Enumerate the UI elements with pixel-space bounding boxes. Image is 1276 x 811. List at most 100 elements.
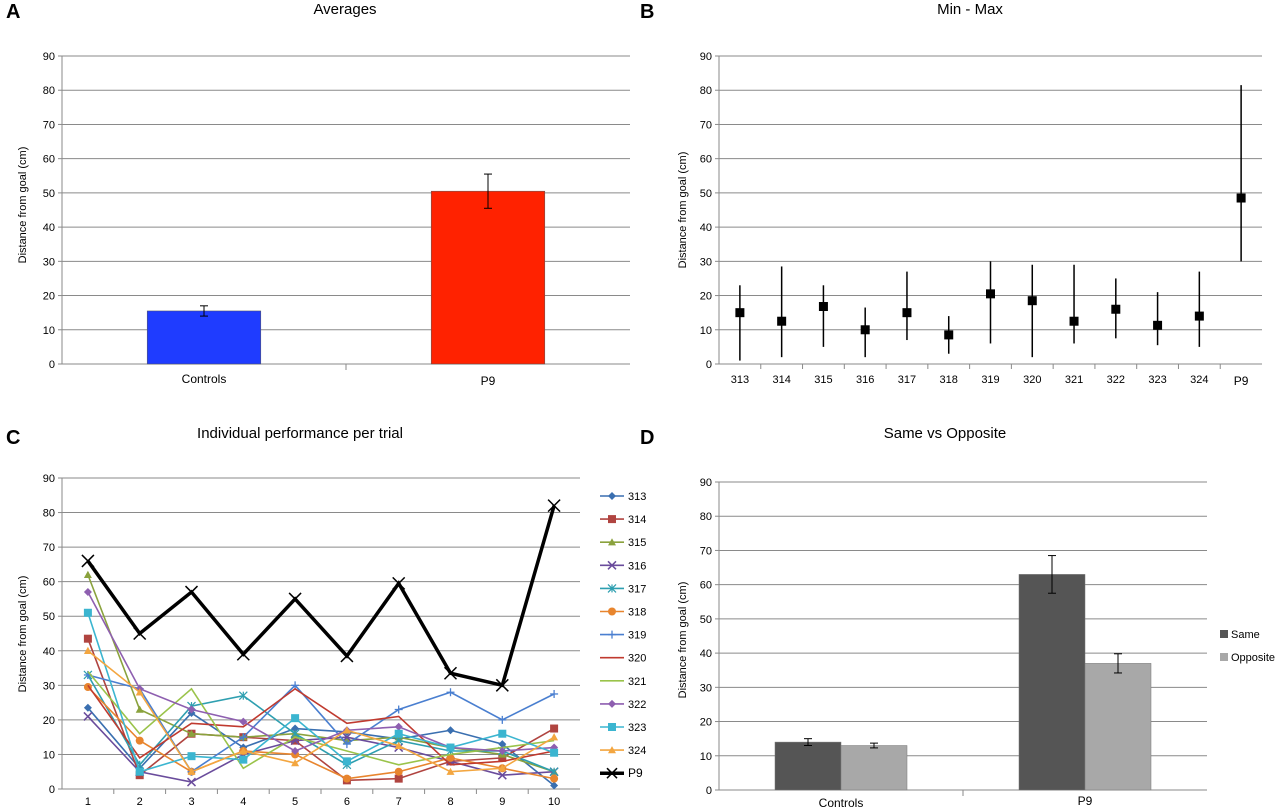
legend-label: 314 xyxy=(628,514,646,526)
marker-triangle xyxy=(498,764,507,772)
marker-triangle xyxy=(608,746,616,754)
line-315 xyxy=(87,574,555,773)
y-tick-label: 30 xyxy=(700,682,712,694)
y-tick-label: 0 xyxy=(49,359,55,371)
marker-triangle xyxy=(239,746,248,755)
x-tick-label: 9 xyxy=(499,796,505,808)
y-tick-label: 0 xyxy=(49,784,55,796)
marker-triangle xyxy=(135,688,144,696)
y-tick-label: 50 xyxy=(700,188,712,200)
marker-x xyxy=(443,666,458,680)
bar-same-controls xyxy=(774,741,842,791)
line-319 xyxy=(87,674,555,773)
panel-b-category-label: P9 xyxy=(1234,374,1249,388)
panel-b-points xyxy=(735,85,1246,369)
line-P9 xyxy=(86,505,556,688)
mean-marker-313 xyxy=(735,308,745,318)
panel-b-category-labels: 313 314 315 316 317 318 319 320 321 322 … xyxy=(731,374,1249,388)
marker-x xyxy=(497,770,507,780)
panel-d-legend: Same Opposite xyxy=(1220,629,1275,664)
marker-triangle xyxy=(187,729,196,737)
marker-diamond xyxy=(83,703,92,712)
panel-b: B Min - Max Distance from goal (cm) 0 10 2… xyxy=(640,1,1262,388)
marker-diamond xyxy=(608,699,616,708)
panel-b-category-label: 313 xyxy=(731,374,749,386)
panel-b-category-label: 314 xyxy=(772,374,790,386)
marker-circle xyxy=(135,736,144,745)
legend-label: 319 xyxy=(628,630,646,642)
bar-same-p9 xyxy=(1018,574,1086,791)
marker-x xyxy=(342,732,352,742)
panel-a: A Averages Distance from goal (cm) 0 10 20… xyxy=(6,1,630,388)
x-tick-label: 4 xyxy=(240,796,246,808)
y-tick-label: 40 xyxy=(43,646,55,658)
panel-c-x-ticks: 1 2 3 4 5 6 7 8 9 10 xyxy=(85,789,560,808)
y-tick-label: 60 xyxy=(43,154,55,166)
y-tick-label: 40 xyxy=(43,222,55,234)
marker-x xyxy=(81,554,95,568)
legend-label: 321 xyxy=(628,676,646,688)
mean-marker-320 xyxy=(1027,296,1037,306)
mean-marker-318 xyxy=(944,330,954,340)
marker-diamond xyxy=(550,781,559,790)
panel-b-gridlines xyxy=(715,55,1262,365)
marker-triangle xyxy=(394,741,403,750)
y-tick-label: 30 xyxy=(43,256,55,268)
y-tick-label: 0 xyxy=(706,359,712,371)
y-tick-label: 50 xyxy=(700,614,712,626)
series-P9 xyxy=(81,499,561,692)
y-tick-label: 70 xyxy=(700,545,712,557)
y-tick-label: 30 xyxy=(43,680,55,692)
panel-c-series xyxy=(81,499,561,790)
marker-x xyxy=(495,678,509,692)
legend-label: 318 xyxy=(628,607,646,619)
panel-b-category-label: 322 xyxy=(1107,374,1125,386)
x-tick-label: 3 xyxy=(188,796,194,808)
panel-letter-b: B xyxy=(640,1,654,23)
marker-circle xyxy=(342,774,351,783)
y-tick-label: 60 xyxy=(700,580,712,592)
marker-x xyxy=(340,649,354,663)
x-tick-label: 10 xyxy=(548,796,560,808)
panel-c-title: Individual performance per trial xyxy=(197,425,403,442)
panel-d: D Same vs Opposite Distance from goal (c… xyxy=(640,425,1275,810)
panel-a-bars xyxy=(146,173,546,370)
legend-swatch-same xyxy=(1220,630,1228,638)
legend-swatch-opposite xyxy=(1220,653,1228,661)
y-tick-label: 80 xyxy=(700,511,712,523)
marker-square xyxy=(394,729,403,738)
marker-triangle xyxy=(550,733,559,741)
y-tick-label: 60 xyxy=(43,577,55,589)
y-tick-label: 80 xyxy=(43,85,55,97)
x-tick-label: 7 xyxy=(396,796,402,808)
panel-b-y-ticks: 0 10 20 30 40 50 60 70 80 90 xyxy=(700,51,712,371)
marker-x xyxy=(392,576,406,590)
panel-c-ylabel: Distance from goal (cm) xyxy=(17,576,29,693)
marker-circle xyxy=(608,607,616,616)
legend-label: 315 xyxy=(628,537,646,549)
panel-a-category-label: P9 xyxy=(481,374,496,388)
marker-diamond xyxy=(187,705,196,714)
marker-square xyxy=(550,748,559,757)
marker-circle xyxy=(446,753,455,762)
legend-label: 317 xyxy=(628,583,646,595)
legend-label: 320 xyxy=(628,653,646,665)
legend-label: P9 xyxy=(628,766,643,780)
marker-square xyxy=(187,752,196,761)
y-tick-label: 10 xyxy=(700,751,712,763)
y-tick-label: 40 xyxy=(700,222,712,234)
panel-letter-a: A xyxy=(6,1,20,23)
bar-opposite-p9 xyxy=(1084,663,1152,791)
marker-triangle xyxy=(342,726,351,734)
mean-marker-315 xyxy=(818,302,828,312)
panel-a-category-label: Controls xyxy=(182,372,227,386)
x-tick-label: 1 xyxy=(85,796,91,808)
mean-marker-321 xyxy=(1069,316,1079,326)
marker-diamond xyxy=(498,746,507,755)
marker-diamond xyxy=(291,746,300,755)
y-tick-label: 70 xyxy=(43,542,55,554)
y-tick-label: 0 xyxy=(706,785,712,797)
y-tick-label: 90 xyxy=(700,51,712,63)
legend-label: Same xyxy=(1231,629,1260,641)
y-tick-label: 50 xyxy=(43,188,55,200)
